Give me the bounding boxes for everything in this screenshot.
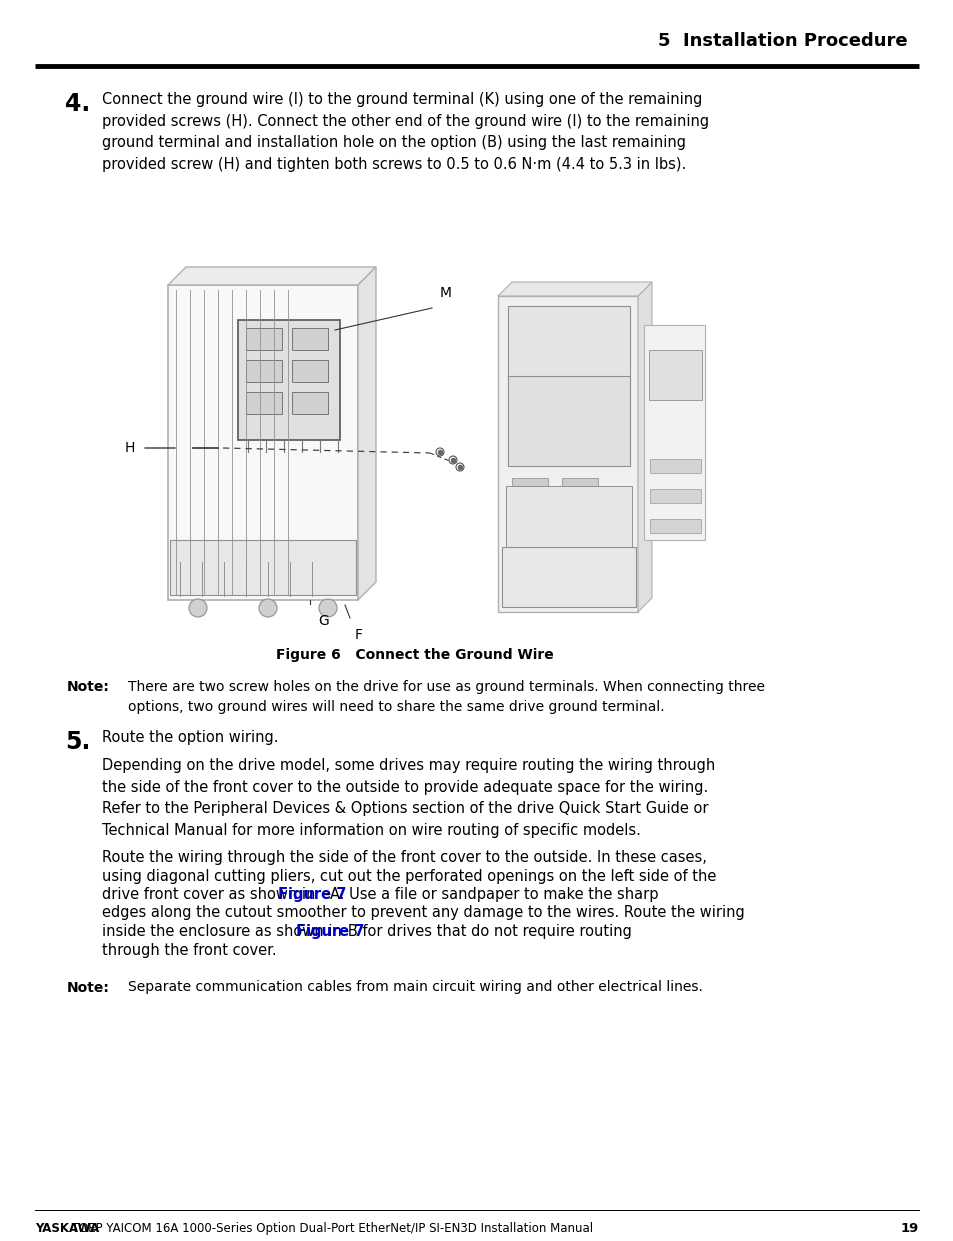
Circle shape: [258, 599, 276, 617]
FancyBboxPatch shape: [512, 530, 547, 544]
Text: YASKAWA: YASKAWA: [35, 1222, 99, 1235]
Text: Depending on the drive model, some drives may require routing the wiring through: Depending on the drive model, some drive…: [102, 758, 715, 838]
FancyBboxPatch shape: [561, 504, 598, 517]
FancyBboxPatch shape: [246, 392, 282, 414]
Text: 19: 19: [900, 1222, 918, 1235]
Text: Figure 7: Figure 7: [295, 925, 364, 939]
FancyBboxPatch shape: [507, 307, 629, 381]
Text: 4.: 4.: [65, 92, 91, 115]
FancyBboxPatch shape: [649, 489, 700, 503]
Text: Route the wiring through the side of the front cover to the outside. In these ca: Route the wiring through the side of the…: [102, 850, 706, 865]
Text: Figure 6   Connect the Ground Wire: Figure 6 Connect the Ground Wire: [275, 648, 554, 661]
Text: F: F: [355, 628, 363, 642]
FancyBboxPatch shape: [507, 376, 629, 467]
FancyBboxPatch shape: [643, 325, 704, 540]
Text: Separate communication cables from main circuit wiring and other electrical line: Separate communication cables from main …: [128, 980, 702, 994]
Text: M: M: [439, 285, 452, 300]
FancyBboxPatch shape: [512, 478, 547, 491]
Text: Note:: Note:: [67, 680, 110, 694]
FancyBboxPatch shape: [168, 285, 357, 599]
FancyBboxPatch shape: [237, 320, 339, 441]
Text: -A. Use a file or sandpaper to make the sharp: -A. Use a file or sandpaper to make the …: [325, 887, 659, 902]
Text: -B for drives that do not require routing: -B for drives that do not require routin…: [343, 925, 631, 939]
FancyBboxPatch shape: [497, 297, 638, 612]
FancyBboxPatch shape: [512, 504, 547, 517]
Text: 5  Installation Procedure: 5 Installation Procedure: [658, 32, 907, 50]
Polygon shape: [168, 267, 375, 285]
FancyBboxPatch shape: [648, 350, 701, 400]
Text: edges along the cutout smoother to prevent any damage to the wires. Route the wi: edges along the cutout smoother to preve…: [102, 906, 744, 921]
FancyBboxPatch shape: [292, 360, 328, 382]
Polygon shape: [357, 267, 375, 599]
Text: Note:: Note:: [67, 980, 110, 994]
Circle shape: [318, 599, 336, 617]
FancyBboxPatch shape: [505, 486, 631, 566]
Polygon shape: [638, 282, 651, 612]
Text: through the front cover.: through the front cover.: [102, 942, 276, 958]
FancyBboxPatch shape: [649, 519, 700, 532]
Text: G: G: [317, 614, 329, 628]
Text: 5.: 5.: [65, 730, 91, 755]
FancyBboxPatch shape: [170, 540, 355, 594]
FancyBboxPatch shape: [292, 328, 328, 350]
FancyBboxPatch shape: [292, 392, 328, 414]
Text: There are two screw holes on the drive for use as ground terminals. When connect: There are two screw holes on the drive f…: [128, 680, 764, 714]
FancyBboxPatch shape: [561, 478, 598, 491]
Text: H: H: [125, 441, 135, 455]
FancyBboxPatch shape: [649, 459, 700, 473]
FancyBboxPatch shape: [246, 360, 282, 382]
Text: inside the enclosure as shown in: inside the enclosure as shown in: [102, 925, 346, 939]
Text: drive front cover as shown in: drive front cover as shown in: [102, 887, 319, 902]
Text: Connect the ground wire (I) to the ground terminal (K) using one of the remainin: Connect the ground wire (I) to the groun…: [102, 92, 708, 171]
FancyBboxPatch shape: [246, 328, 282, 350]
Text: Route the option wiring.: Route the option wiring.: [102, 730, 278, 745]
Text: Figure 7: Figure 7: [278, 887, 346, 902]
Text: using diagonal cutting pliers, cut out the perforated openings on the left side : using diagonal cutting pliers, cut out t…: [102, 869, 716, 884]
Polygon shape: [497, 282, 651, 297]
Circle shape: [189, 599, 207, 617]
FancyBboxPatch shape: [501, 547, 636, 607]
FancyBboxPatch shape: [561, 530, 598, 544]
Text: TOEP YAICOM 16A 1000-Series Option Dual-Port EtherNet/IP SI-EN3D Installation Ma: TOEP YAICOM 16A 1000-Series Option Dual-…: [69, 1222, 593, 1235]
